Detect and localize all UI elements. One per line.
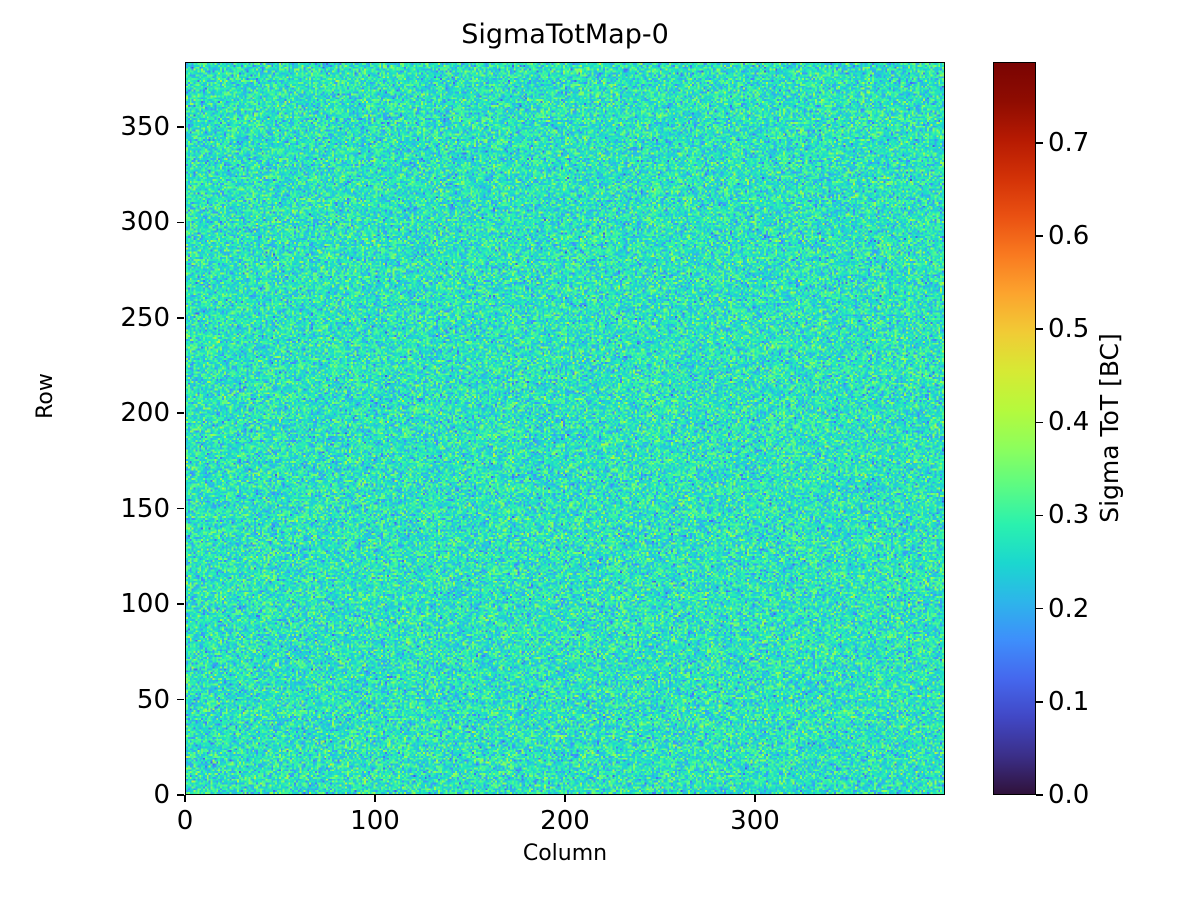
y-tick-label: 350 [120,111,170,142]
y-tick-mark [177,221,184,224]
colorbar-tick-mark [1036,514,1043,517]
x-tick-mark [754,795,756,802]
y-axis-label: Row [33,373,58,419]
y-tick-label: 0 [153,780,170,810]
y-tick-label: 150 [120,493,170,524]
x-tick-label: 300 [730,806,780,836]
colorbar-tick-label: 0.2 [1048,593,1090,624]
colorbar-tick-label: 0.1 [1048,686,1090,717]
y-tick-mark [177,603,184,605]
colorbar-tick-label: 0.6 [1048,220,1090,251]
y-tick-label: 250 [120,302,170,333]
x-tick-label: 0 [176,806,194,836]
x-tick-label: 100 [350,806,400,836]
colorbar-tick-label: 0.7 [1048,127,1090,158]
colorbar-tick-mark [1036,701,1043,703]
heatmap-axes[interactable] [185,62,945,795]
y-tick-label: 50 [136,684,170,715]
y-tick-mark [177,794,184,796]
y-tick-label: 100 [120,589,170,620]
x-tick-mark [184,795,186,802]
colorbar-tick-label: 0.3 [1048,500,1090,531]
y-tick-mark [177,507,184,510]
y-tick-mark [177,412,184,415]
colorbar-tick-mark [1036,421,1043,424]
x-axis-label: Column [522,841,608,866]
colorbar-label: Sigma ToT [BC] [1095,333,1124,523]
y-tick-mark [177,698,184,701]
y-tick-mark [177,126,184,128]
colorbar-tick-mark [1036,607,1043,610]
x-tick-mark [374,795,376,802]
y-tick-label: 300 [120,207,170,238]
page-title: SigmaTotMap-0 [461,19,669,50]
colorbar-tick-mark [1036,235,1043,237]
colorbar-tick-label: 0.0 [1048,780,1090,810]
x-tick-label: 200 [540,806,590,836]
y-tick-label: 200 [120,398,170,429]
y-tick-mark [177,316,184,319]
colorbar-tick-mark [1036,794,1043,796]
colorbar-tick-label: 0.4 [1048,407,1090,438]
colorbar-tick-mark [1036,328,1043,330]
x-tick-mark [564,795,566,802]
colorbar-tick-label: 0.5 [1048,314,1090,345]
heatmap-image[interactable] [186,63,944,794]
colorbar[interactable] [993,62,1036,795]
colorbar-tick-mark [1036,141,1043,144]
colorbar-gradient [994,63,1035,794]
